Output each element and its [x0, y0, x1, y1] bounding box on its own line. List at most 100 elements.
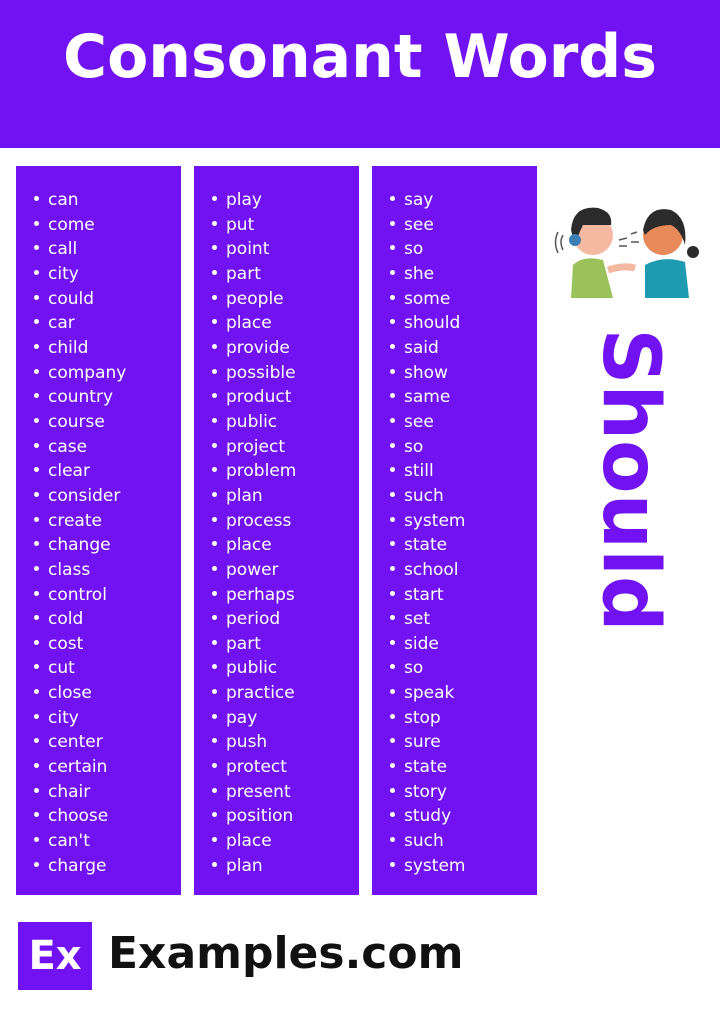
- bullet-icon: [390, 812, 395, 818]
- word-list-item: story: [386, 780, 537, 805]
- word-text: course: [48, 411, 105, 432]
- word-text: change: [48, 535, 111, 556]
- word-text: state: [404, 535, 448, 556]
- word-list-item: school: [386, 558, 537, 583]
- page-title: Consonant Words: [63, 22, 657, 92]
- word-text: stop: [404, 707, 441, 728]
- bullet-icon: [390, 442, 395, 448]
- bullet-icon: [212, 220, 217, 226]
- word-list-item: course: [30, 410, 181, 435]
- bullet-icon: [390, 689, 395, 695]
- word-text: should: [404, 313, 461, 334]
- word-list-item: practice: [208, 681, 359, 706]
- word-text: problem: [226, 461, 297, 482]
- word-list-item: so: [386, 237, 537, 262]
- word-text: city: [48, 263, 79, 284]
- bullet-icon: [212, 417, 217, 423]
- word-list-item: plan: [208, 854, 359, 879]
- word-text: story: [404, 781, 447, 802]
- word-list-item: people: [208, 287, 359, 312]
- bullet-icon: [390, 541, 395, 547]
- word-list-item: sure: [386, 730, 537, 755]
- bullet-icon: [212, 319, 217, 325]
- word-text: system: [404, 510, 466, 531]
- word-text: control: [48, 584, 107, 605]
- boy-figure: [554, 207, 636, 298]
- word-text: close: [48, 683, 92, 704]
- bullet-icon: [390, 590, 395, 596]
- bullet-icon: [34, 294, 39, 300]
- bullet-icon: [390, 837, 395, 843]
- bullet-icon: [34, 417, 39, 423]
- word-text: same: [404, 387, 451, 408]
- bullet-icon: [212, 861, 217, 867]
- word-text: consider: [48, 485, 121, 506]
- word-text: could: [48, 288, 95, 309]
- word-list-item: chair: [30, 780, 181, 805]
- word-list-item: charge: [30, 854, 181, 879]
- word-list-item: place: [208, 533, 359, 558]
- word-text: place: [226, 313, 272, 334]
- word-list-item: change: [30, 533, 181, 558]
- bullet-icon: [212, 738, 217, 744]
- bullet-icon: [390, 861, 395, 867]
- word-list-item: process: [208, 509, 359, 534]
- bullet-icon: [390, 220, 395, 226]
- bullet-icon: [212, 689, 217, 695]
- bullet-icon: [34, 689, 39, 695]
- bullet-icon: [212, 343, 217, 349]
- bullet-icon: [390, 615, 395, 621]
- bullet-icon: [212, 590, 217, 596]
- word-text: sure: [404, 732, 441, 753]
- word-list-item: could: [30, 287, 181, 312]
- bullet-icon: [212, 368, 217, 374]
- bullet-icon: [34, 738, 39, 744]
- word-text: car: [48, 313, 75, 334]
- word-text: still: [404, 461, 434, 482]
- bullet-icon: [212, 467, 217, 473]
- examples-logo: Ex: [18, 922, 92, 990]
- bullet-icon: [34, 196, 39, 201]
- word-list-item: public: [208, 410, 359, 435]
- bullet-icon: [34, 787, 39, 793]
- bullet-icon: [34, 245, 39, 251]
- word-list-item: pay: [208, 706, 359, 731]
- word-list-item: stop: [386, 706, 537, 731]
- bullet-icon: [34, 639, 39, 645]
- bullet-icon: [390, 245, 395, 251]
- word-text: state: [404, 757, 448, 778]
- word-list-item: choose: [30, 804, 181, 829]
- word-list-item: place: [208, 829, 359, 854]
- word-text: show: [404, 362, 448, 383]
- word-text: cold: [48, 609, 84, 630]
- word-list-item: speak: [386, 681, 537, 706]
- word-list-item: study: [386, 804, 537, 829]
- word-list-item: should: [386, 311, 537, 336]
- word-text: period: [226, 609, 281, 630]
- bullet-icon: [390, 343, 395, 349]
- bullet-icon: [34, 763, 39, 769]
- word-text: set: [404, 609, 430, 630]
- word-list-item: put: [208, 213, 359, 238]
- word-text: said: [404, 337, 439, 358]
- bullet-icon: [34, 269, 39, 275]
- word-list-item: point: [208, 237, 359, 262]
- bullet-icon: [34, 467, 39, 473]
- word-list-item: play: [208, 188, 359, 213]
- word-list-item: still: [386, 459, 537, 484]
- word-text: people: [226, 288, 284, 309]
- word-text: public: [226, 411, 278, 432]
- word-text: clear: [48, 461, 90, 482]
- word-text: such: [404, 485, 444, 506]
- word-text: charge: [48, 855, 107, 876]
- word-text: school: [404, 559, 459, 580]
- bullet-icon: [390, 467, 395, 473]
- header-banner: Consonant Words: [0, 0, 720, 148]
- word-column-1: can come call city could car child company count…: [16, 166, 181, 895]
- word-text: cut: [48, 658, 75, 679]
- bullet-icon: [34, 343, 39, 349]
- bullet-icon: [390, 294, 395, 300]
- word-list-item: some: [386, 287, 537, 312]
- word-text: city: [48, 707, 79, 728]
- word-list-item: call: [30, 237, 181, 262]
